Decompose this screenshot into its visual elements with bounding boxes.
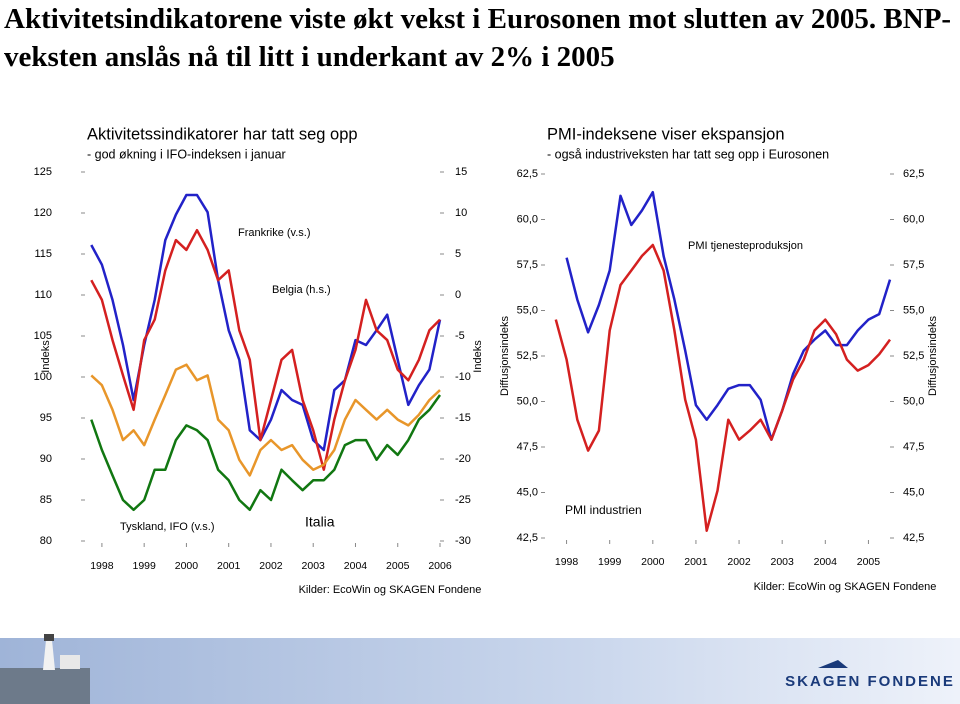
y2-tick-label: 10 <box>455 207 467 219</box>
series-line <box>90 193 442 452</box>
y2-tick-label: -20 <box>455 453 471 465</box>
x-tick-label: 2002 <box>727 556 751 568</box>
series-line <box>90 394 442 512</box>
series-line <box>90 228 441 471</box>
x-tick-label: 2001 <box>217 560 241 572</box>
y2-tick-label: 47,5 <box>903 441 924 453</box>
source: Kilder: EcoWin og SKAGEN Fondene <box>299 584 482 596</box>
y2-tick-label: 0 <box>455 289 461 301</box>
y2-axis-label: Indeks <box>472 340 484 373</box>
y2-tick-label: 42,5 <box>903 532 924 544</box>
y2-tick-label: -5 <box>455 330 465 342</box>
lighthouse <box>0 634 90 704</box>
y2-tick-label: 5 <box>455 248 461 260</box>
y2-tick-label: -25 <box>455 494 471 506</box>
x-tick-label: 2000 <box>175 560 199 572</box>
y-tick-label: 60,0 <box>517 213 538 225</box>
logo: SKAGEN FONDENE <box>785 673 955 690</box>
x-tick-label: 1999 <box>132 560 156 572</box>
y-tick-label: 62,5 <box>517 168 538 180</box>
y2-tick-label: -15 <box>455 412 471 424</box>
y-tick-label: 100 <box>34 371 52 383</box>
page-title: Aktivitetsindikatorene viste økt vekst i… <box>4 3 952 73</box>
x-tick-label: 1998 <box>90 560 114 572</box>
x-tick-label: 1999 <box>598 556 622 568</box>
y2-axis-label: Diffusjonsindeks <box>927 316 939 396</box>
series-label: Italia <box>305 514 335 530</box>
series-line <box>565 190 892 441</box>
source: Kilder: EcoWin og SKAGEN Fondene <box>754 581 937 593</box>
chart-title: PMI-indeksene viser ekspansjon <box>547 125 785 143</box>
y-tick-label: 105 <box>34 330 52 342</box>
y2-tick-label: -30 <box>455 535 471 547</box>
y-tick-label: 90 <box>40 453 52 465</box>
y2-tick-label: -10 <box>455 371 471 383</box>
y2-tick-label: 55,0 <box>903 304 924 316</box>
x-tick-label: 2005 <box>857 556 881 568</box>
x-tick-label: 2003 <box>771 556 795 568</box>
x-tick-label: 2002 <box>259 560 283 572</box>
y-tick-label: 115 <box>34 248 52 260</box>
footer-band <box>0 638 960 704</box>
y2-tick-label: 62,5 <box>903 168 924 180</box>
x-tick-label: 2005 <box>386 560 410 572</box>
series-line <box>554 243 892 532</box>
series-label: PMI industrien <box>565 503 642 517</box>
y-tick-label: 47,5 <box>517 441 538 453</box>
y-tick-label: 85 <box>40 494 52 506</box>
x-tick-label: 2006 <box>428 560 452 572</box>
series-label: PMI tjenesteproduksjon <box>688 240 803 252</box>
series-label: Tyskland, IFO (v.s.) <box>120 521 215 533</box>
series-line <box>90 363 441 477</box>
x-tick-label: 2001 <box>684 556 708 568</box>
chart-title: Aktivitetssindikatorer har tatt seg opp <box>87 125 358 143</box>
y2-tick-label: 52,5 <box>903 350 924 362</box>
y2-tick-label: 15 <box>455 166 467 178</box>
y-axis-label: Indeks <box>40 340 52 373</box>
series-label: Frankrike (v.s.) <box>238 227 311 239</box>
x-tick-label: 2003 <box>302 560 326 572</box>
chart-subtitle: - god økning i IFO-indeksen i januar <box>87 147 286 161</box>
y-tick-label: 52,5 <box>517 350 538 362</box>
y-tick-label: 120 <box>34 207 52 219</box>
y2-tick-label: 60,0 <box>903 213 924 225</box>
y-tick-label: 50,0 <box>517 395 538 407</box>
y-tick-label: 125 <box>34 166 52 178</box>
y2-tick-label: 57,5 <box>903 259 924 271</box>
y-tick-label: 57,5 <box>517 259 538 271</box>
y-axis-label: Diffusjonsindeks <box>499 316 511 396</box>
y-tick-label: 110 <box>34 289 52 301</box>
y-tick-label: 55,0 <box>517 304 538 316</box>
y2-tick-label: 45,0 <box>903 486 924 498</box>
y-tick-label: 45,0 <box>517 486 538 498</box>
x-tick-label: 2000 <box>641 556 665 568</box>
x-tick-label: 2004 <box>814 556 838 568</box>
logo-mark <box>818 660 848 668</box>
series-label: Belgia (h.s.) <box>272 284 331 296</box>
chart-subtitle: - også industriveksten har tatt seg opp … <box>547 147 829 161</box>
x-tick-label: 2004 <box>344 560 368 572</box>
y-tick-label: 80 <box>40 535 52 547</box>
y-tick-label: 95 <box>40 412 52 424</box>
y2-tick-label: 50,0 <box>903 395 924 407</box>
x-tick-label: 1998 <box>555 556 579 568</box>
y-tick-label: 42,5 <box>517 532 538 544</box>
